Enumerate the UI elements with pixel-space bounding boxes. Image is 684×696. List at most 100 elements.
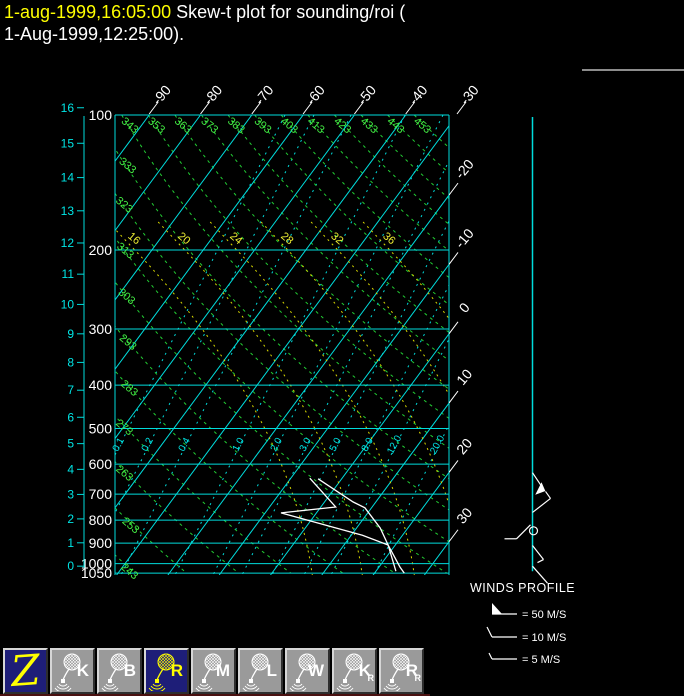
temp-right-tick [448,321,459,335]
mixing-ratio-label: 12.0 [385,433,404,456]
wind-barb [516,524,531,540]
toolbar-button-sublabel: R [367,673,375,683]
temp-top-label: -90 [149,82,174,108]
temp-right-tick [448,182,459,196]
radiosonde-icon-wrap [336,653,366,696]
temp-top-tick [200,101,210,115]
mixing-ratio-label: 5.0 [328,436,344,454]
height-tick-label: 7 [67,383,74,397]
height-tick-label: 2 [67,512,74,526]
pressure-tick-label: 600 [89,456,113,472]
wind-barb-tick [537,559,544,564]
height-tick-label: 14 [61,171,75,185]
pressure-gridlines [114,114,450,575]
height-tick-label: 9 [67,327,74,341]
isotherm-line [476,115,684,575]
height-tick-label: 4 [67,462,74,476]
plot-title: 1-aug-1999,16:05:00 Skew-t plot for soun… [4,1,405,45]
z-logo-glyph: Z [9,645,42,696]
toolbar-button-label: K [358,661,371,680]
temp-top-tick [456,101,467,115]
dry-adiabat-label: 343 [119,115,141,136]
dry-adiabat-label: 273 [113,417,135,438]
dry-adiabat-line [115,192,449,511]
temp-right-label: 0 [456,299,473,315]
wind-barb [532,497,551,513]
isotherm-line [321,402,449,575]
toolbar-button-label: R [170,661,183,680]
winds-profile-title: WINDS PROFILE [470,581,575,595]
dry-adiabat-line [200,115,449,362]
toolbar-button-m[interactable]: M [191,648,236,694]
dry-adiabat-line [115,325,396,574]
window-border-line [582,69,684,71]
toolbar-button-r[interactable]: R [144,648,189,694]
radiosonde-icon [195,653,222,693]
mixing-ratio-line [115,115,286,457]
toolbar-underline [0,694,430,696]
temp-top-label: -30 [457,82,482,108]
dry-adiabat-label: 423 [331,115,353,136]
moist-adiabat-label: 24 [227,230,244,247]
wind-barb-pennant [535,482,546,495]
toolbar-button-label: W [307,661,324,680]
radiosonde-icon [101,653,128,693]
radiosonde-icon-wrap [195,653,225,696]
radiosonde-icon-wrap [242,653,272,696]
height-tick-label: 1 [67,536,74,550]
temp-top-tick [251,101,262,115]
toolbar-button-z[interactable]: Z [3,645,48,696]
dry-adiabat-line [115,281,448,574]
toolbar-button-l[interactable]: L [238,648,283,694]
pressure-tick-label: 700 [89,486,113,502]
legend-label: = 50 M/S [522,609,566,621]
isotherm-line [270,332,449,575]
pressure-tick-label: 100 [89,107,113,123]
title-line-1: 1-aug-1999,16:05:00 Skew-t plot for soun… [4,1,405,23]
radiosonde-icon [148,653,175,693]
dewpoint-trace [280,477,397,572]
radiosonde-icon [54,653,81,693]
radiosonde-icon-wrap [383,653,413,696]
height-tick-label: 8 [67,355,74,369]
pressure-tick-label: 1050 [81,565,112,581]
radiosonde-icon-wrap [289,653,319,696]
temperature-axis-labels: -90 -80 -70 -60 -50 -40 -30 -20 -10 0 10 20 30 [148,82,482,543]
dry-adiabat-line [115,460,240,574]
dry-adiabat-label: 293 [117,332,139,353]
dry-adiabat-line [280,115,449,279]
wind-barb-tick [545,491,551,499]
mixing-ratio-label: 0.2 [140,436,156,454]
mixing-ratio-line [373,423,449,575]
height-tick-label: 11 [62,267,75,281]
isotherm-line [372,471,449,575]
mixing-ratio-line [271,219,449,575]
temp-right-label: -20 [452,156,477,182]
isotherm-line [0,115,47,575]
title-timestamp: 1-aug-1999,16:05:00 [4,2,172,22]
toolbar-button-k[interactable]: K [50,648,95,694]
toolbar-button-b[interactable]: B [97,648,142,694]
isotherm-line [115,115,201,232]
moist-adiabat-label: 32 [328,230,345,247]
title-line-2: 1-Aug-1999,12:25:00). [4,24,185,44]
pressure-tick-label: 300 [89,321,113,337]
dry-adiabat-line [227,115,449,333]
temp-right-label: 30 [453,504,475,526]
temp-top-tick [353,101,364,115]
title-heading: Skew-t plot for sounding/roi ( [171,2,406,22]
radiosonde-icon [289,653,316,693]
toolbar-button-w[interactable]: W [285,648,330,694]
temp-right-tick [448,460,459,473]
dry-adiabat-line [254,115,449,306]
temp-right-tick [448,390,459,404]
moist-adiabat-line [260,221,449,507]
temp-top-tick [148,101,159,115]
legend-label: = 5 M/S [522,654,560,666]
